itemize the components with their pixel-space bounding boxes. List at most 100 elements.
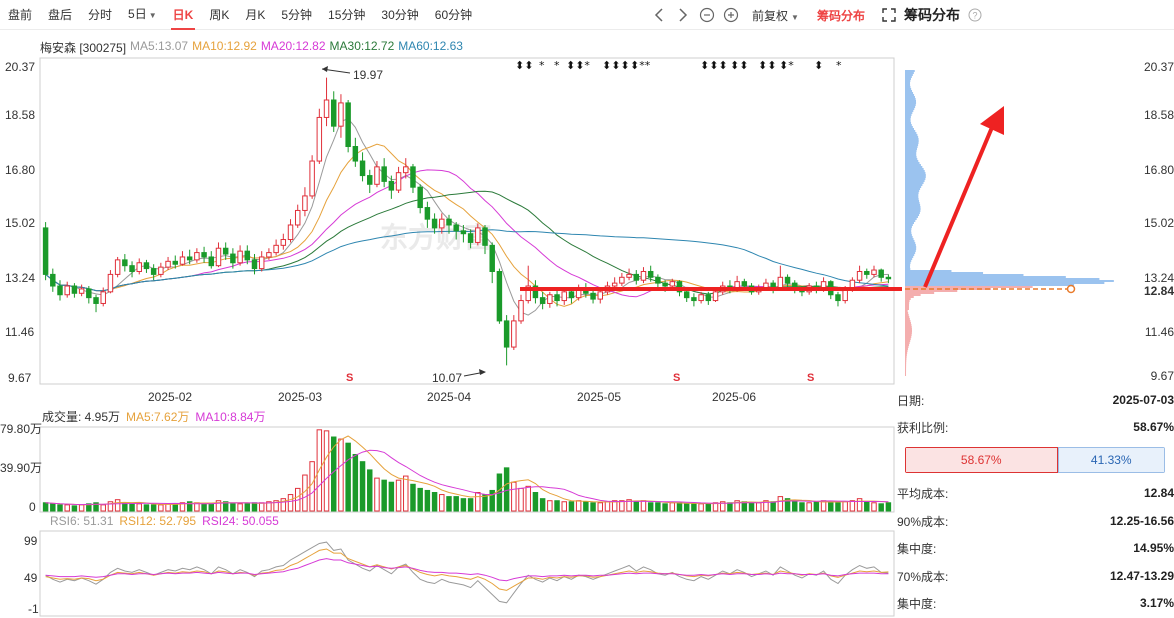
- tab-weekly-k[interactable]: 周K: [209, 8, 230, 22]
- chip-bar: [905, 188, 921, 190]
- volume-ma10: MA10:8.84万: [195, 410, 266, 424]
- event-marker: ⬍: [814, 59, 823, 72]
- chip-avg-marker: [1066, 284, 1076, 294]
- volume-bar: [864, 501, 870, 512]
- chip-bar: [905, 156, 917, 158]
- volume-bar: [280, 498, 287, 512]
- volume-bar: [770, 501, 776, 512]
- event-marker: ⬍⬍: [515, 59, 533, 72]
- ma20-value: MA20:12.82: [260, 39, 326, 53]
- chevron-left-icon[interactable]: [650, 6, 668, 24]
- volume-bar: [539, 498, 546, 512]
- chip-tick: 16.80: [1144, 163, 1174, 177]
- chip-bar: [905, 88, 912, 90]
- candle-body: [42, 227, 49, 275]
- chip-bar: [905, 358, 907, 360]
- chip-axis: 20.37 18.58 16.80 15.02 13.24 12.84 11.4…: [1144, 60, 1174, 383]
- event-marker: *: [554, 59, 560, 72]
- tab-60min[interactable]: 60分钟: [434, 8, 473, 22]
- chip-bar: [905, 270, 952, 272]
- volume-bars: [42, 429, 892, 512]
- candle-body: [453, 224, 459, 232]
- event-marker: ⬍⬍: [730, 59, 748, 72]
- chip-bar: [905, 170, 925, 172]
- volume-bar: [604, 501, 611, 512]
- candle-body: [871, 269, 877, 275]
- chip-avg-label: 平均成本:: [897, 486, 949, 501]
- chip-bar: [905, 242, 916, 244]
- candle-body: [511, 320, 517, 348]
- volume-bar: [676, 502, 683, 512]
- help-icon[interactable]: ?: [966, 6, 984, 24]
- fullscreen-icon[interactable]: [880, 6, 898, 24]
- adjust-dropdown[interactable]: 前复权 ▼: [746, 7, 805, 24]
- chip-avg-row: 平均成本: 12.84: [897, 483, 1174, 503]
- candle-body: [439, 218, 445, 229]
- tab-premarket[interactable]: 盘前: [8, 8, 33, 22]
- candle-body: [345, 102, 351, 148]
- rsi6-value: RSI6: 51.31: [50, 514, 114, 528]
- ma5-line: [45, 117, 889, 316]
- tab-5day[interactable]: 5日 ▼: [120, 1, 165, 29]
- candle-body: [338, 102, 344, 127]
- chip-distribution-toggle[interactable]: 筹码分布: [816, 8, 865, 23]
- zoom-in-icon[interactable]: [722, 6, 740, 24]
- chip-cost90-label: 90%成本:: [897, 514, 949, 529]
- chip-bar: [905, 296, 914, 298]
- zoom-out-icon[interactable]: [698, 6, 716, 24]
- volume-bar: [806, 502, 812, 512]
- chip-bar: [905, 186, 922, 188]
- volume-bar: [611, 500, 618, 512]
- tab-daily-k[interactable]: 日K: [165, 2, 202, 30]
- volume-legend: 成交量: 4.95万 MA5:7.62万 MA10:8.84万: [42, 408, 265, 425]
- chip-bar: [905, 178, 926, 180]
- chip-bar: [905, 192, 919, 194]
- volume-bar: [828, 501, 834, 512]
- candle-body: [518, 300, 524, 322]
- tab-intraday[interactable]: 分时: [88, 8, 113, 22]
- candle-body: [331, 99, 337, 127]
- volume-bar: [547, 500, 553, 512]
- tab-30min[interactable]: 30分钟: [381, 8, 419, 22]
- chip-bar: [905, 324, 912, 326]
- volume-bar: [885, 502, 892, 512]
- candle-body: [273, 244, 279, 254]
- chip-bar: [905, 132, 917, 134]
- candle-body: [424, 207, 431, 220]
- chip-bar: [905, 334, 912, 336]
- candle-body: [388, 180, 395, 191]
- tab-afterhours[interactable]: 盘后: [48, 8, 73, 22]
- candle-body: [532, 285, 539, 299]
- candle-body: [150, 268, 157, 275]
- event-marker: ⬍⬍: [758, 59, 776, 72]
- chip-bar: [905, 310, 908, 312]
- chip-conc90-value: 14.95%: [1133, 541, 1174, 555]
- ma30-value: MA30:12.72: [329, 39, 395, 53]
- chip-cost90-value: 12.25-16.56: [1109, 514, 1174, 528]
- chip-bar: [905, 374, 907, 376]
- chip-bar: [905, 94, 915, 96]
- tab-monthly-k[interactable]: 月K: [245, 8, 266, 22]
- candle-body: [244, 250, 251, 261]
- volume-bar: [179, 502, 186, 512]
- chip-bar: [905, 370, 907, 372]
- chip-bar: [905, 212, 920, 214]
- volume-bar: [439, 494, 445, 512]
- volume-bar: [691, 503, 697, 512]
- volume-bar: [345, 442, 351, 512]
- chip-bar: [905, 368, 907, 370]
- volume-bar: [309, 461, 315, 512]
- chip-current-price: 12.84: [1144, 284, 1174, 298]
- chip-bar: [905, 108, 915, 110]
- tab-15min[interactable]: 15分钟: [328, 8, 366, 22]
- tab-5min[interactable]: 5分钟: [281, 8, 313, 22]
- volume-bar: [352, 453, 359, 512]
- chevron-right-icon[interactable]: [674, 6, 692, 24]
- chip-bar: [905, 176, 926, 178]
- price-tick: 11.46: [5, 325, 34, 339]
- chip-bar: [905, 166, 923, 168]
- volume-bar: [129, 503, 135, 512]
- volume-bar: [114, 499, 121, 512]
- candle-body: [691, 297, 697, 302]
